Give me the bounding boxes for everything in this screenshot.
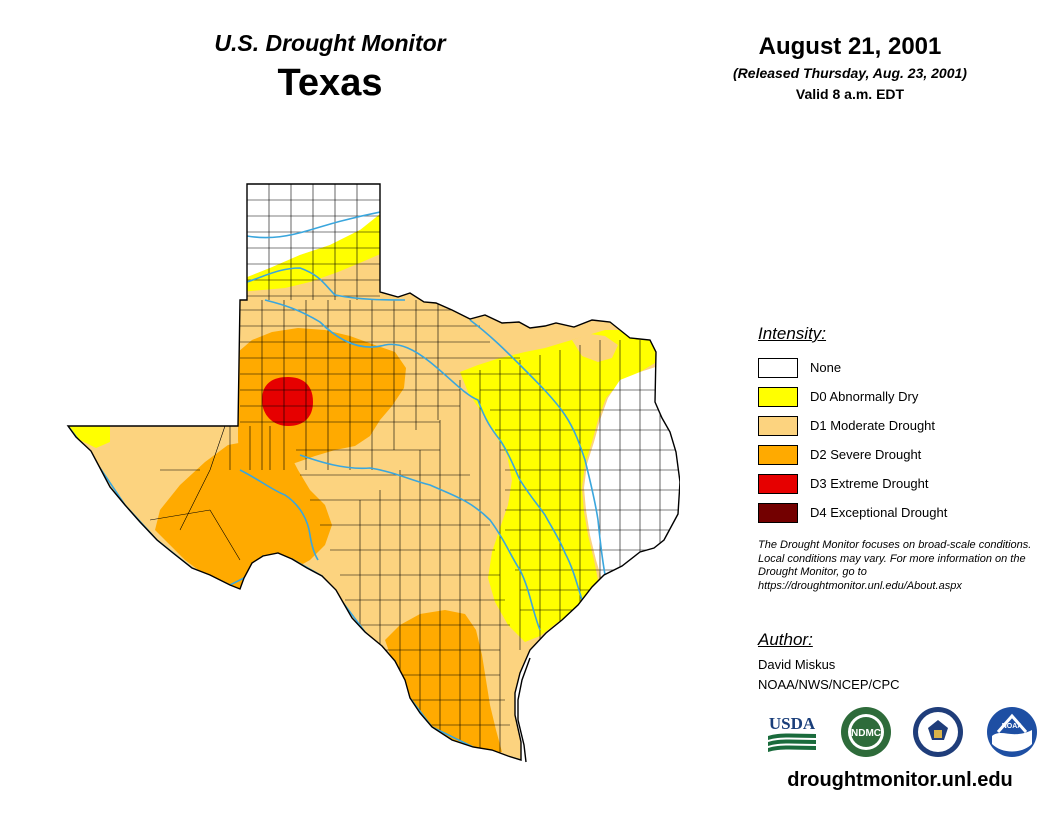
legend-item-d3: D3 Extreme Drought [758,469,1048,498]
ndmc-logo-text: NDMC [851,728,881,739]
canadian-river [246,211,381,239]
footer-url[interactable]: droughtmonitor.unl.edu [787,769,1013,791]
texas-drought-map [66,183,680,763]
big-bend-d2-area [155,440,332,590]
noaa-logo-text: NOAA [1002,723,1023,730]
legend-swatch-d2 [758,444,798,465]
header-left: U.S. Drought Monitor Texas [170,28,490,106]
legend-item-d1: D1 Moderate Drought [758,411,1048,440]
padre-island [517,657,531,763]
usda-logo[interactable]: USDA [766,712,818,752]
red-river [246,267,406,301]
county-grid [149,184,680,760]
legend-heading: Intensity: [758,324,827,343]
state-title: Texas [277,62,383,104]
legend-swatch-d4 [758,502,798,523]
colorado-river [299,454,541,631]
release-date: (Released Thursday, Aug. 23, 2001) [733,65,967,81]
legend-item-none: None [758,353,1048,382]
valid-time: Valid 8 a.m. EDT [795,86,905,102]
legend-item-d2: D2 Severe Drought [758,440,1048,469]
legend-label-none: None [810,359,842,375]
northeast-d1-strip [572,334,618,362]
legend-swatch-d1 [758,415,798,436]
legend-swatch-d0 [758,386,798,407]
header-right: August 21, 2001 (Released Thursday, Aug.… [690,32,1010,104]
super-title: U.S. Drought Monitor [214,30,446,56]
west-tip-d0-area [68,420,110,448]
legend: Intensity: None D0 Abnormally Dry D1 Mod… [758,323,1048,527]
noaa-logo[interactable]: NOAA [986,706,1038,758]
author-block: Author: David Miskus NOAA/NWS/NCEP/CPC [758,629,1048,695]
legend-item-d0: D0 Abnormally Dry [758,382,1048,411]
legend-swatch-none [758,357,798,378]
disclaimer-note: The Drought Monitor focuses on broad-sca… [758,539,1032,592]
drought-layers [68,184,680,760]
author-name: David Miskus [758,657,836,672]
author-heading: Author: [758,630,813,649]
partner-logos: USDA NDMC NOAA [762,704,1052,764]
legend-label-d0: D0 Abnormally Dry [810,388,919,404]
extreme-drought-core [262,377,313,426]
south-texas-d2-area [385,610,502,752]
legend-label-d3: D3 Extreme Drought [810,475,929,491]
pecos-river [239,469,319,561]
author-org: NOAA/NWS/NCEP/CPC [758,677,900,692]
texas-state-outline [66,183,680,761]
doc-seal-logo[interactable] [912,706,964,758]
map-date: August 21, 2001 [758,33,942,60]
legend-label-d4: D4 Exceptional Drought [810,504,948,520]
legend-swatch-d3 [758,473,798,494]
trinity-river [469,319,607,581]
usda-logo-text: USDA [769,714,816,733]
legend-label-d1: D1 Moderate Drought [810,417,936,433]
south-plains-d2-area [238,328,406,470]
brazos-river [264,299,583,601]
legend-item-d4: D4 Exceptional Drought [758,498,1048,527]
ndmc-logo[interactable]: NDMC [840,706,892,758]
legend-label-d2: D2 Severe Drought [810,446,922,462]
